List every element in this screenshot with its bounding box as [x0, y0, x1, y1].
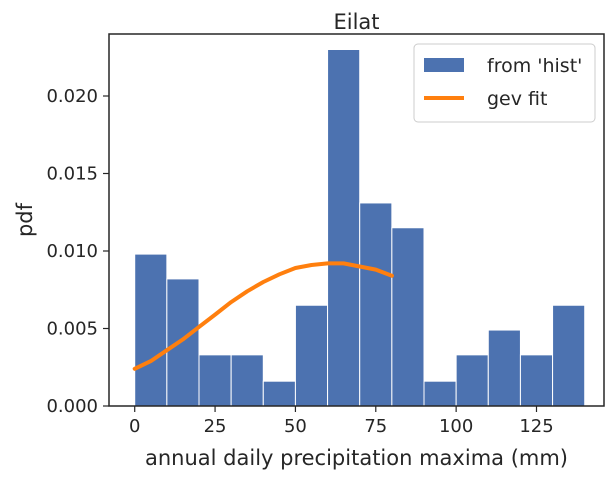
gev-fit-line: [132, 261, 394, 371]
y-tick-label: 0.000: [46, 396, 98, 417]
histogram-bar: [455, 354, 489, 407]
x-tick-label: 50: [284, 416, 307, 437]
legend-line-label: gev fit: [487, 88, 547, 110]
histogram-bar: [552, 304, 586, 407]
gev-fit-layer: [132, 261, 394, 371]
histogram-bar: [519, 354, 554, 407]
x-tick-label: 125: [519, 416, 553, 437]
histogram-bar: [198, 354, 232, 407]
x-tick-label: 0: [129, 416, 140, 437]
histogram-bar: [423, 380, 457, 407]
plot-frame: [108, 33, 605, 407]
y-tick-label: 0.020: [46, 86, 98, 107]
histogram-bar: [166, 278, 200, 407]
histogram-bar: [391, 227, 425, 407]
histogram-bar: [327, 49, 361, 407]
histogram-bar: [230, 354, 264, 407]
histogram-bar: [262, 380, 296, 407]
y-tick-label: 0.010: [46, 241, 98, 262]
x-axis-label: annual daily precipitation maxima (mm): [145, 446, 568, 470]
histogram-bar: [134, 253, 168, 407]
histogram-bar: [487, 329, 521, 407]
histogram-bar: [359, 202, 393, 407]
y-axis-label: pdf: [13, 202, 37, 237]
y-tick-label: 0.015: [46, 164, 98, 185]
histogram-bar: [294, 304, 329, 407]
x-tick-label: 75: [364, 416, 387, 437]
histogram-bars: [134, 49, 586, 407]
x-tick-label: 100: [439, 416, 473, 437]
legend: from 'hist' gev fit: [413, 43, 596, 123]
legend-hist-label: from 'hist': [487, 55, 582, 77]
x-axis: 0 25 50 75 100 125: [129, 406, 554, 437]
legend-hist-swatch: [424, 58, 464, 72]
x-tick-label: 25: [204, 416, 227, 437]
y-tick-label: 0.005: [46, 319, 98, 340]
chart-title: Eilat: [333, 10, 379, 34]
y-axis: 0.000 0.005 0.010 0.015 0.020: [46, 86, 109, 417]
